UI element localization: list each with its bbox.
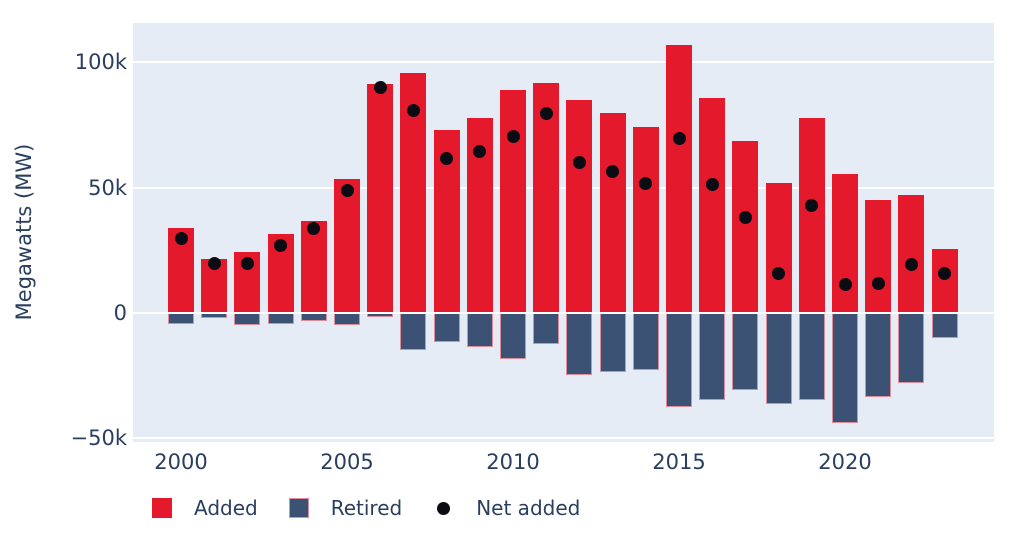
dot-net-added-2022 [904,258,918,272]
legend-label-net-added: Net added [476,496,581,520]
dot-net-added-2009 [473,144,487,158]
bar-added-2021 [865,199,891,314]
dot-net-added-2006 [373,81,387,95]
bar-added-2010 [500,89,526,314]
bar-added-2014 [633,126,659,314]
bar-added-2023 [932,248,958,314]
bar-retired-2012 [566,313,592,376]
dot-net-added-2023 [938,266,952,280]
y-axis-title: Megawatts (MW) [12,143,36,321]
dot-net-added-2005 [340,183,354,197]
x-tick-label-2000: 2000 [154,450,208,474]
bar-retired-2000 [168,313,194,324]
bar-added-2020 [832,174,858,314]
y-tick-label-50k: 50k [88,175,127,200]
bar-added-2013 [600,112,626,314]
dot-net-added-2015 [672,131,686,145]
dot-net-added-2001 [207,257,221,271]
legend-label-added: Added [194,496,258,520]
dot-net-added-2016 [705,178,719,192]
plot-area [133,23,994,442]
dot-net-added-2021 [871,276,885,290]
bar-retired-2011 [533,313,559,345]
bar-retired-2002 [234,313,260,325]
bar-added-2019 [799,118,825,314]
dot-net-added-2008 [440,152,454,166]
dot-net-added-2004 [307,222,321,236]
legend-swatch-added [152,498,172,518]
bar-retired-2003 [268,313,294,325]
bar-retired-2007 [400,313,426,350]
dot-net-added-2013 [606,164,620,178]
dot-net-added-2010 [506,129,520,143]
bar-retired-2018 [766,313,792,404]
bar-retired-2009 [467,313,493,347]
dot-net-added-2000 [174,232,188,246]
bar-added-2022 [898,194,924,314]
bar-added-2012 [566,100,592,314]
bar-added-2017 [732,140,758,314]
dot-net-added-2020 [838,277,852,291]
y-tick-label-100k: 100k [74,50,127,75]
bar-retired-2005 [334,313,360,325]
bar-added-2011 [533,82,559,314]
bar-retired-2013 [600,313,626,372]
bar-retired-2014 [633,313,659,370]
legend-swatch-retired [288,498,309,518]
dot-net-added-2002 [240,256,254,270]
y-tick-label-0: 0 [113,301,127,326]
bar-retired-2010 [500,313,526,360]
bar-added-2004 [301,220,327,314]
bar-retired-2020 [832,313,858,424]
bar-added-2005 [334,178,360,314]
chart-legend: Added Retired Net added [152,496,611,520]
bar-added-2018 [766,183,792,314]
gridline-100k [133,61,994,63]
dot-net-added-2012 [572,155,586,169]
bar-retired-2021 [865,313,891,397]
dot-net-added-2018 [772,267,786,281]
gridline-minus-50k [133,437,994,439]
legend-swatch-net-added [437,501,451,515]
dot-net-added-2011 [539,107,553,121]
dot-net-added-2014 [639,177,653,191]
bar-retired-2022 [898,313,924,383]
legend-item-net-added[interactable]: Net added [433,496,580,520]
x-tick-label-2005: 2005 [320,450,374,474]
y-tick-label-minus-50k: −50k [70,426,127,451]
bar-retired-2019 [799,313,825,400]
bar-added-2006 [367,83,393,314]
legend-label-retired: Retired [330,496,403,520]
legend-item-retired[interactable]: Retired [288,496,403,520]
dot-net-added-2007 [406,103,420,117]
bar-added-2016 [699,97,725,314]
bar-retired-2023 [932,313,958,338]
bar-retired-2016 [699,313,725,400]
bar-added-2015 [666,44,692,314]
dot-net-added-2019 [805,198,819,212]
legend-item-added[interactable]: Added [152,496,258,520]
bar-retired-2017 [732,313,758,391]
dot-net-added-2003 [274,238,288,252]
dot-net-added-2017 [738,211,752,225]
bar-retired-2015 [666,313,692,407]
gridline-50k [133,187,994,189]
bar-retired-2004 [301,313,327,322]
x-tick-label-2015: 2015 [652,450,706,474]
x-tick-label-2020: 2020 [818,450,872,474]
bar-retired-2008 [434,313,460,342]
gridline-0 [133,312,994,314]
x-tick-label-2010: 2010 [486,450,540,474]
